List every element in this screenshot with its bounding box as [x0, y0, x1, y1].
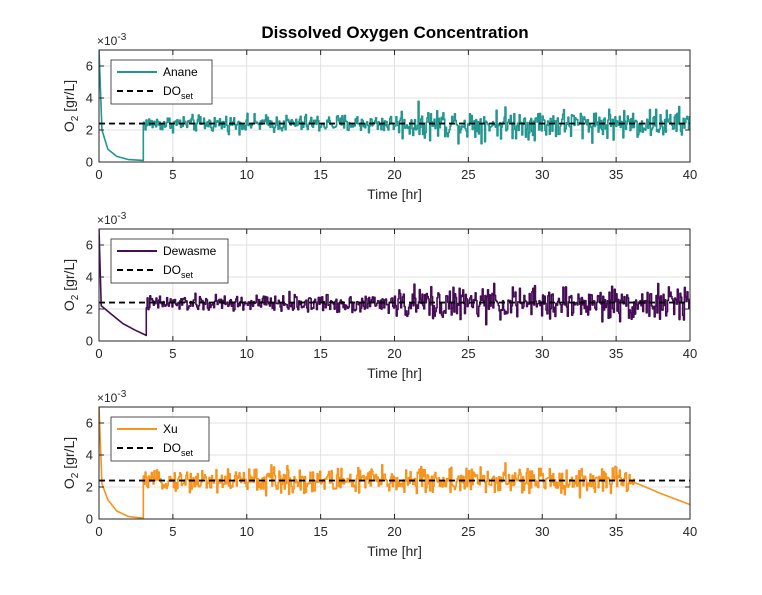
x-tick-label: 40	[683, 524, 697, 539]
legend-label: Xu	[163, 422, 178, 436]
series-line-anane	[99, 50, 690, 162]
x-tick-label: 30	[535, 524, 549, 539]
x-tick-label: 10	[240, 346, 254, 361]
y-tick-label: 4	[86, 91, 93, 106]
legend-box	[110, 416, 210, 462]
y-tick-label: 4	[86, 448, 93, 463]
x-tick-label: 15	[313, 167, 327, 182]
legend-box	[110, 59, 213, 105]
x-axis-label: Time [hr]	[367, 365, 422, 381]
x-tick-label: 40	[683, 167, 697, 182]
legend: Anane DOset	[110, 59, 213, 105]
x-tick-label: 25	[461, 346, 475, 361]
x-tick-label: 20	[387, 524, 401, 539]
x-tick-label: 40	[683, 346, 697, 361]
series-group	[99, 407, 690, 519]
legend: Dewasme DOset	[110, 238, 229, 284]
y-axis-label: O2 [gr/L]	[61, 259, 81, 311]
x-tick-label: 20	[387, 346, 401, 361]
x-tick-label: 25	[461, 524, 475, 539]
x-tick-label: 10	[240, 167, 254, 182]
x-tick-label: 0	[95, 346, 102, 361]
series-line-dewasme	[99, 229, 690, 337]
x-tick-label: 5	[169, 167, 176, 182]
x-tick-label: 15	[313, 524, 327, 539]
legend: Xu DOset	[110, 416, 210, 462]
y-exponent-label: ×10-3	[97, 32, 127, 48]
legend-box	[110, 238, 229, 284]
y-axis-label: O2 [gr/L]	[61, 80, 81, 132]
series-line-xu	[99, 407, 690, 519]
y-tick-label: 2	[86, 480, 93, 495]
x-tick-label: 30	[535, 346, 549, 361]
y-tick-label: 6	[86, 416, 93, 431]
y-exponent-label: ×10-3	[97, 211, 127, 227]
chart-panel-1: 0 5 10 15 20 25 30 35 40 0 2 4 6 ×10-3 Time [hr] O2 [gr…	[61, 32, 697, 202]
y-tick-label: 6	[86, 59, 93, 74]
y-exponent-label: ×10-3	[97, 389, 127, 405]
y-tick-label: 0	[86, 512, 93, 527]
x-tick-label: 0	[95, 167, 102, 182]
chart-title: Dissolved Oxygen Concentration	[261, 23, 528, 42]
x-tick-label: 5	[169, 524, 176, 539]
legend-label: Anane	[163, 65, 198, 79]
series-group	[99, 50, 690, 162]
y-tick-label: 0	[86, 155, 93, 170]
y-axis-label: O2 [gr/L]	[61, 437, 81, 489]
y-tick-label: 6	[86, 238, 93, 253]
x-tick-label: 30	[535, 167, 549, 182]
x-tick-label: 15	[313, 346, 327, 361]
x-tick-label: 35	[609, 167, 623, 182]
chart-panel-2: 0 5 10 15 20 25 30 35 40 0 2 4 6 ×10-3 Time [hr] O2 [gr…	[61, 211, 697, 381]
legend-label: DOset	[163, 84, 194, 101]
x-tick-label: 25	[461, 167, 475, 182]
y-tick-label: 4	[86, 270, 93, 285]
x-tick-label: 20	[387, 167, 401, 182]
x-tick-label: 10	[240, 524, 254, 539]
x-tick-label: 35	[609, 346, 623, 361]
x-tick-label: 0	[95, 524, 102, 539]
x-tick-label: 35	[609, 524, 623, 539]
legend-label: Dewasme	[163, 244, 217, 258]
x-axis-label: Time [hr]	[367, 543, 422, 559]
y-tick-label: 2	[86, 123, 93, 138]
y-tick-label: 2	[86, 302, 93, 317]
y-tick-label: 0	[86, 334, 93, 349]
legend-label: DOset	[163, 441, 194, 458]
series-group	[99, 229, 690, 337]
x-tick-label: 5	[169, 346, 176, 361]
legend-label: DOset	[163, 263, 194, 280]
chart-panel-3: 0 5 10 15 20 25 30 35 40 0 2 4 6 ×10-3 Time [hr] O2 [gr…	[61, 389, 697, 559]
x-axis-label: Time [hr]	[367, 186, 422, 202]
